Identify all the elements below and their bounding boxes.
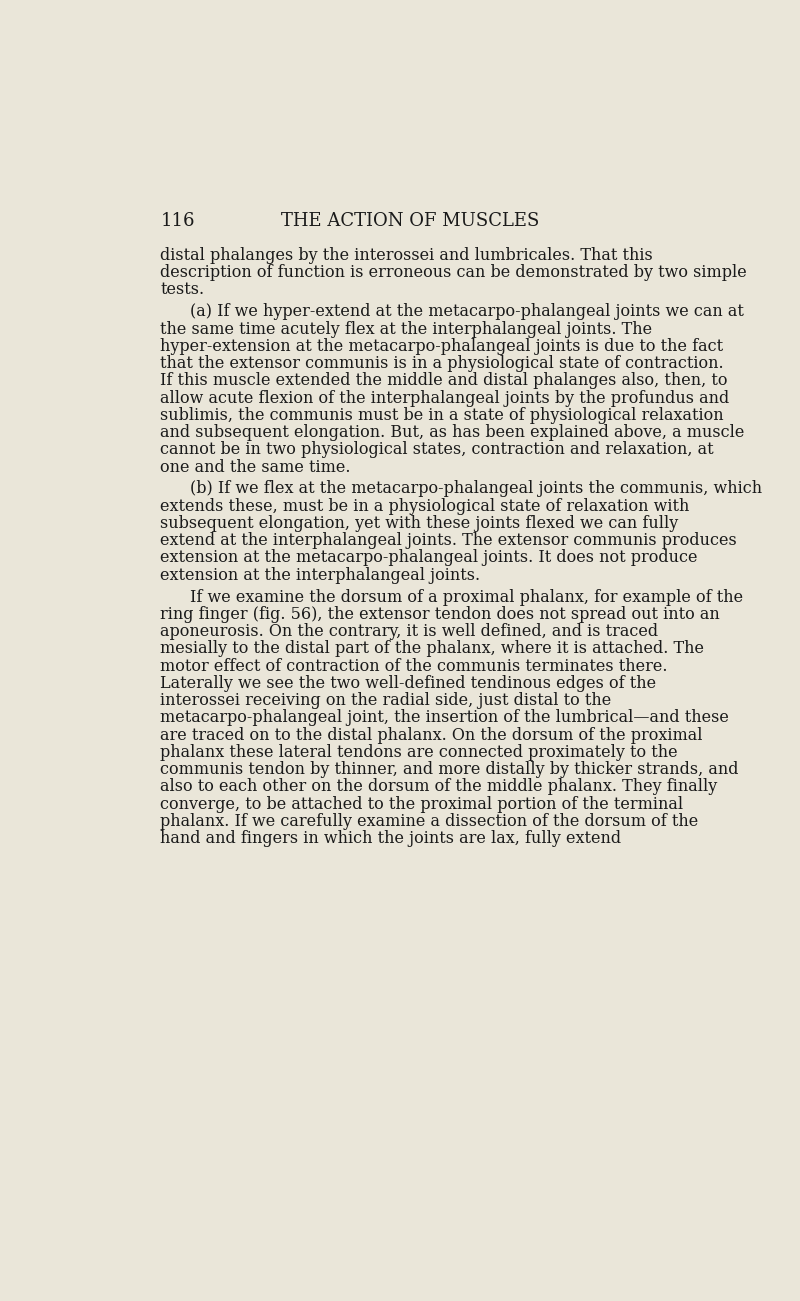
Text: are traced on to the distal phalanx. On the dorsum of the proximal: are traced on to the distal phalanx. On … xyxy=(161,726,703,744)
Text: Laterally we see the two well-defined tendinous edges of the: Laterally we see the two well-defined te… xyxy=(161,675,657,692)
Text: metacarpo-phalangeal joint, the insertion of the lumbrical—and these: metacarpo-phalangeal joint, the insertio… xyxy=(161,709,730,726)
Text: extension at the metacarpo-phalangeal joints. It does not produce: extension at the metacarpo-phalangeal jo… xyxy=(161,549,698,566)
Text: extension at the interphalangeal joints.: extension at the interphalangeal joints. xyxy=(161,567,481,584)
Text: extends these, must be in a physiological state of relaxation with: extends these, must be in a physiologica… xyxy=(161,498,690,515)
Text: phalanx these lateral tendons are connected proximately to the: phalanx these lateral tendons are connec… xyxy=(161,744,678,761)
Text: If this muscle extended the middle and distal phalanges also, then, to: If this muscle extended the middle and d… xyxy=(161,372,728,389)
Text: ring finger (fig. 56), the extensor tendon does not spread out into an: ring finger (fig. 56), the extensor tend… xyxy=(161,606,720,623)
Text: allow acute flexion of the interphalangeal joints by the profundus and: allow acute flexion of the interphalange… xyxy=(161,389,730,407)
Text: sublimis, the communis must be in a state of physiological relaxation: sublimis, the communis must be in a stat… xyxy=(161,407,724,424)
Text: the same time acutely flex at the interphalangeal joints. The: the same time acutely flex at the interp… xyxy=(161,320,653,337)
Text: hyper-extension at the metacarpo-phalangeal joints is due to the fact: hyper-extension at the metacarpo-phalang… xyxy=(161,338,723,355)
Text: hand and fingers in which the joints are lax, fully extend: hand and fingers in which the joints are… xyxy=(161,830,622,847)
Text: (a) If we hyper-extend at the metacarpo-phalangeal joints we can at: (a) If we hyper-extend at the metacarpo-… xyxy=(190,303,744,320)
Text: one and the same time.: one and the same time. xyxy=(161,458,351,476)
Text: distal phalanges by the interossei and lumbricales. That this: distal phalanges by the interossei and l… xyxy=(161,247,654,264)
Text: and subsequent elongation. But, as has been explained above, a muscle: and subsequent elongation. But, as has b… xyxy=(161,424,745,441)
Text: THE ACTION OF MUSCLES: THE ACTION OF MUSCLES xyxy=(281,212,539,229)
Text: If we examine the dorsum of a proximal phalanx, for example of the: If we examine the dorsum of a proximal p… xyxy=(190,588,743,605)
Text: subsequent elongation, yet with these joints flexed we can fully: subsequent elongation, yet with these jo… xyxy=(161,515,678,532)
Text: converge, to be attached to the proximal portion of the terminal: converge, to be attached to the proximal… xyxy=(161,795,683,813)
Text: tests.: tests. xyxy=(161,281,205,298)
Text: motor effect of contraction of the communis terminates there.: motor effect of contraction of the commu… xyxy=(161,657,668,674)
Text: 116: 116 xyxy=(161,212,195,229)
Text: aponeurosis. On the contrary, it is well defined, and is traced: aponeurosis. On the contrary, it is well… xyxy=(161,623,658,640)
Text: mesially to the distal part of the phalanx, where it is attached. The: mesially to the distal part of the phala… xyxy=(161,640,705,657)
Text: communis tendon by thinner, and more distally by thicker strands, and: communis tendon by thinner, and more dis… xyxy=(161,761,739,778)
Text: cannot be in two physiological states, contraction and relaxation, at: cannot be in two physiological states, c… xyxy=(161,441,714,458)
Text: extend at the interphalangeal joints. The extensor communis produces: extend at the interphalangeal joints. Th… xyxy=(161,532,738,549)
Text: also to each other on the dorsum of the middle phalanx. They finally: also to each other on the dorsum of the … xyxy=(161,778,718,795)
Text: interossei receiving on the radial side, just distal to the: interossei receiving on the radial side,… xyxy=(161,692,612,709)
Text: description of function is erroneous can be demonstrated by two simple: description of function is erroneous can… xyxy=(161,264,747,281)
Text: that the extensor communis is in a physiological state of contraction.: that the extensor communis is in a physi… xyxy=(161,355,724,372)
Text: phalanx. If we carefully examine a dissection of the dorsum of the: phalanx. If we carefully examine a disse… xyxy=(161,813,698,830)
Text: (b) If we flex at the metacarpo-phalangeal joints the communis, which: (b) If we flex at the metacarpo-phalange… xyxy=(190,480,762,497)
